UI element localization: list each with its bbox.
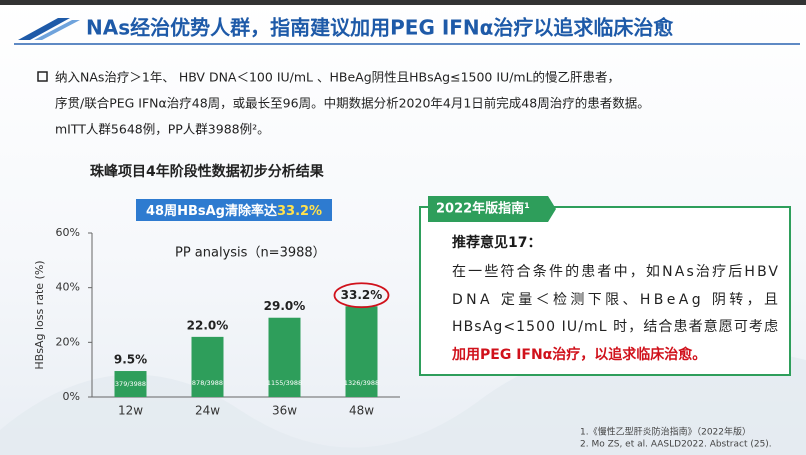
inner-label: 878/3988 (192, 379, 223, 387)
top-strip (0, 0, 806, 5)
footnote: 2. Mo ZS, et al. AASLD2022. Abstract (25… (580, 440, 772, 450)
inner-label: 379/3988 (115, 380, 146, 388)
bar (192, 337, 224, 397)
guideline-line: 在一些符合条件的患者中，如NAs治疗后HBV (452, 263, 778, 280)
chart-subtitle: PP analysis（n=3988） (175, 246, 326, 261)
guideline-emphasis: 加用PEG IFNα治疗，以追求临床治愈。 (451, 346, 706, 363)
footnote: 1.《慢性乙型肝炎防治指南》（2022年版） (580, 426, 751, 438)
y-tick-label: 60% (56, 226, 80, 239)
chart-title: 珠峰项目4年阶段性数据初步分析结果 (90, 163, 325, 180)
banner-label: 48周HBsAg清除率达 (146, 203, 277, 219)
y-tick-label: 20% (56, 335, 80, 348)
guideline-line: HBsAg<1500 IU/mL 时，结合患者意愿可考虑 (452, 318, 778, 335)
bullet-line: 纳入NAs治疗＞1年、 HBV DNA＜100 IU/mL 、HBeAg阴性且H… (55, 70, 620, 85)
x-tick-label: 36w (272, 404, 297, 418)
value-label: 22.0% (187, 318, 229, 332)
value-label: 29.0% (264, 299, 306, 313)
bullet-line: mITT人群5648例，PP人群3988例²。 (55, 122, 270, 137)
x-tick-label: 48w (349, 404, 374, 418)
x-tick-label: 24w (195, 404, 220, 418)
banner-highlight: 33.2% (277, 204, 322, 219)
y-tick-label: 0% (63, 390, 80, 403)
slide-title: NAs经治优势人群，指南建议加用PEG IFNα治疗以追求临床治愈 (86, 16, 674, 40)
inner-label: 1326/3988 (344, 379, 379, 387)
y-axis-label: HBsAg loss rate (%) (33, 260, 46, 369)
guideline-tab-text: 2022年版指南¹ (436, 201, 530, 217)
value-label: 9.5% (114, 353, 147, 367)
inner-label: 1155/3988 (267, 379, 302, 387)
x-tick-label: 12w (118, 404, 143, 418)
value-label: 33.2% (341, 288, 383, 302)
guideline-line: DNA 定量＜检测下限、HBeAg 阴转，且 (452, 292, 778, 308)
bullet-line: 序贯/联合PEG IFNα治疗48周，或最长至96周。中期数据分析2020年4月… (55, 96, 650, 111)
slide: NAs经治优势人群，指南建议加用PEG IFNα治疗以追求临床治愈 纳入NAs治… (0, 0, 806, 455)
y-tick-label: 40% (56, 281, 80, 294)
banner-text: 48周HBsAg清除率达33.2% (146, 203, 322, 219)
guideline-heading: 推荐意见17： (452, 234, 541, 251)
